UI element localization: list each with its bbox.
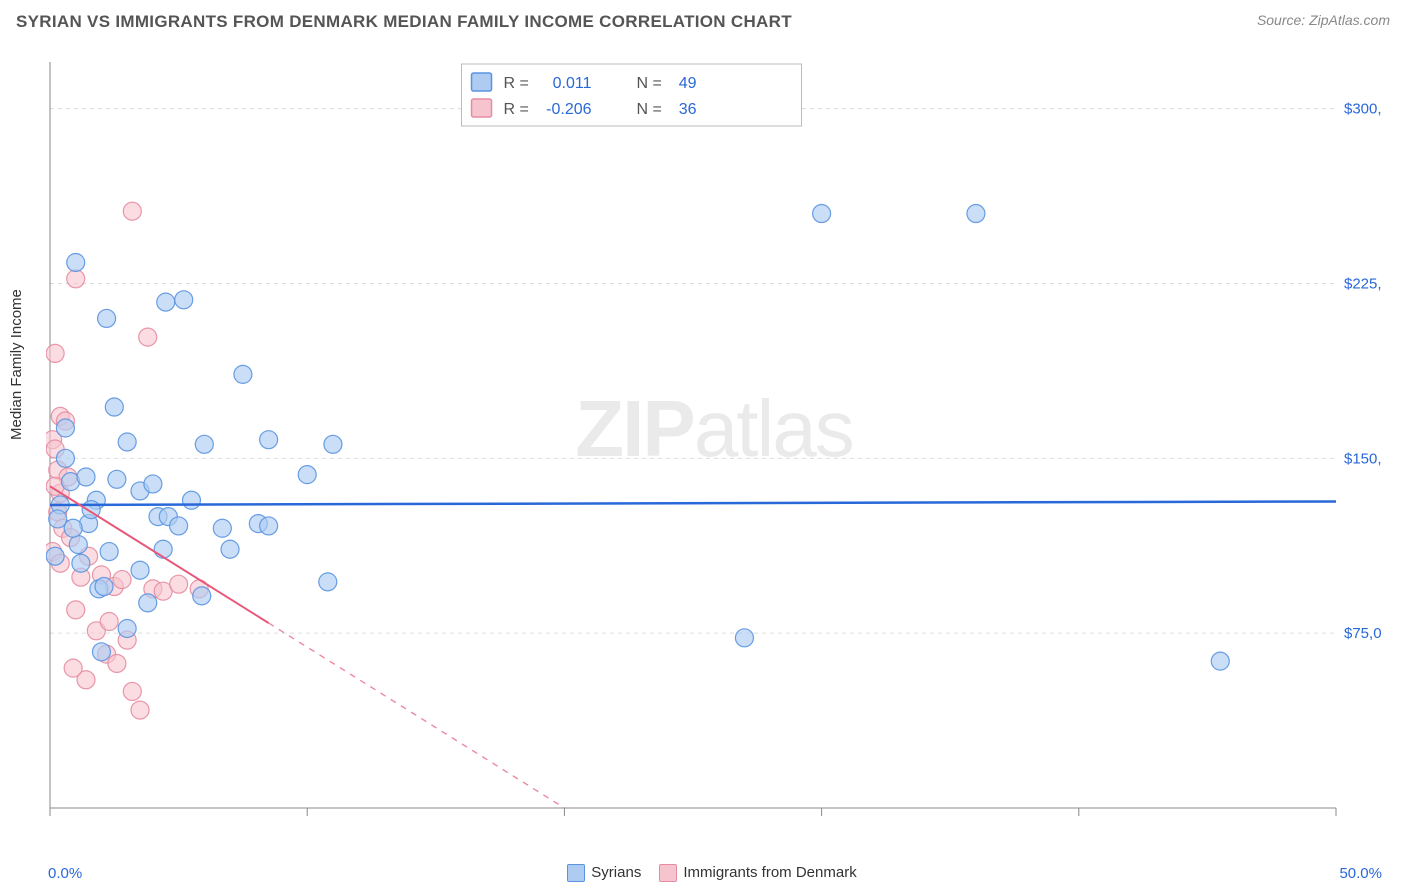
svg-text:0.011: 0.011: [553, 75, 592, 92]
source-attribution: Source: ZipAtlas.com: [1257, 12, 1390, 28]
legend-label: Syrians: [591, 864, 641, 881]
chart-title: SYRIAN VS IMMIGRANTS FROM DENMARK MEDIAN…: [16, 12, 792, 31]
legend-swatch: [567, 864, 585, 882]
legend-label: Immigrants from Denmark: [683, 864, 856, 881]
svg-text:-0.206: -0.206: [546, 101, 591, 118]
series-legend: Syrians Immigrants from Denmark: [0, 864, 1406, 882]
svg-text:$300,000: $300,000: [1344, 101, 1382, 118]
svg-text:N =: N =: [637, 101, 662, 118]
svg-text:R =: R =: [504, 75, 529, 92]
svg-text:49: 49: [679, 75, 697, 92]
scatter-plot: $75,000 $150,000 $225,000 $300,000 R = 0.011 N…: [46, 48, 1382, 828]
svg-text:36: 36: [679, 101, 697, 118]
svg-text:$225,000: $225,000: [1344, 275, 1382, 292]
svg-text:R =: R =: [504, 101, 529, 118]
svg-text:$75,000: $75,000: [1344, 625, 1382, 642]
legend-swatch: [659, 864, 677, 882]
svg-text:N =: N =: [637, 75, 662, 92]
svg-text:$150,000: $150,000: [1344, 450, 1382, 467]
y-axis-label: Median Family Income: [8, 289, 25, 440]
